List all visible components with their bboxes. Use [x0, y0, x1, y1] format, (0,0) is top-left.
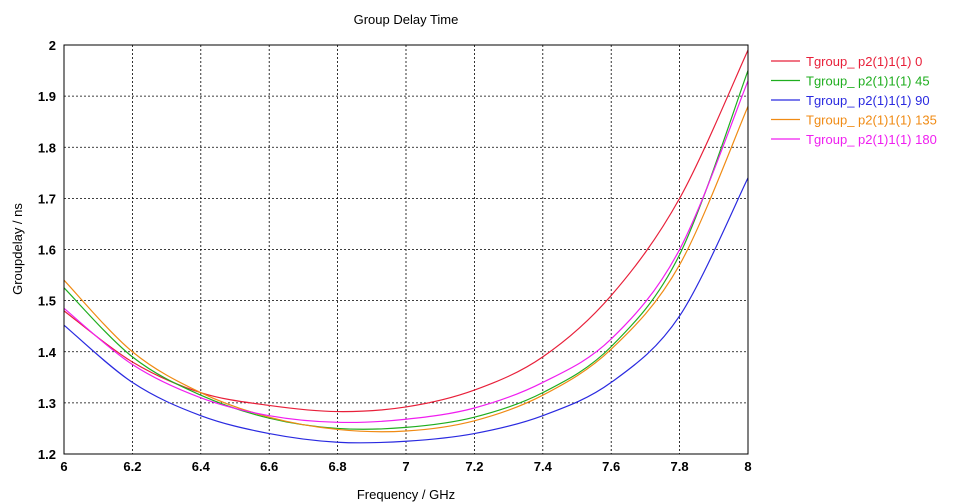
- series-line-4: [63, 80, 749, 424]
- y-tick-label: 1.6: [38, 243, 56, 258]
- x-tick-label: 6.2: [123, 459, 141, 474]
- legend-label: Tgroup_ p2(1)1(1) 180: [806, 132, 937, 147]
- x-tick-label: 6: [60, 459, 67, 474]
- y-tick-label: 1.5: [38, 294, 56, 309]
- y-tick-label: 1.4: [38, 345, 57, 360]
- axis-ticks: 6 6.2 6.4 6.6 6.8 7 7.2 7.4 7.6 7.8 8 1.2 1.3 1.4 1.5 1…: [38, 38, 752, 474]
- y-tick-label: 1.9: [38, 89, 56, 104]
- legend: Tgroup_ p2(1)1(1) 0 Tgroup_ p2(1)1(1) 45 T…: [771, 54, 937, 147]
- y-axis-label: Groupdelay / ns: [10, 203, 25, 295]
- x-tick-label: 7.6: [602, 459, 620, 474]
- series-lines: [63, 49, 749, 444]
- legend-label: Tgroup_ p2(1)1(1) 90: [806, 93, 930, 108]
- chart-title: Group Delay Time: [354, 12, 459, 27]
- x-tick-label: 8: [744, 459, 751, 474]
- x-tick-label: 7.8: [671, 459, 689, 474]
- x-tick-label: 7: [402, 459, 409, 474]
- x-tick-label: 7.4: [534, 459, 553, 474]
- y-tick-label: 2: [49, 38, 56, 53]
- series-line-3: [63, 106, 749, 433]
- y-tick-label: 1.7: [38, 191, 56, 206]
- legend-label: Tgroup_ p2(1)1(1) 0: [806, 54, 922, 69]
- legend-label: Tgroup_ p2(1)1(1) 45: [806, 74, 930, 89]
- x-tick-label: 6.6: [260, 459, 278, 474]
- x-axis-label: Frequency / GHz: [357, 487, 455, 502]
- x-tick-label: 6.4: [192, 459, 211, 474]
- legend-label: Tgroup_ p2(1)1(1) 135: [806, 113, 937, 128]
- y-tick-label: 1.8: [38, 140, 56, 155]
- series-line-2: [63, 177, 749, 444]
- x-tick-label: 6.8: [329, 459, 347, 474]
- plot-frame: [63, 44, 749, 455]
- x-tick-label: 7.2: [465, 459, 483, 474]
- series-line-1: [63, 70, 749, 430]
- y-tick-label: 1.2: [38, 447, 56, 462]
- grid: [64, 45, 748, 454]
- y-tick-label: 1.3: [38, 396, 56, 411]
